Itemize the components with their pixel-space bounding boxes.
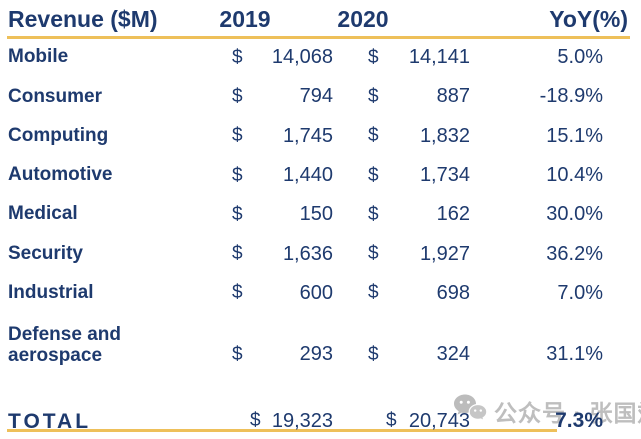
value-2020: 324 [436, 343, 470, 366]
value-2020: 887 [436, 85, 470, 108]
value-2020: 698 [436, 281, 470, 304]
value-yoy: -18.9% [539, 85, 603, 108]
value-2020: 162 [436, 203, 470, 226]
value-2019: 600 [299, 281, 333, 304]
value-yoy: 10.4% [546, 164, 603, 187]
dollar-sign: $ [232, 164, 243, 186]
table-row-consumer: Consumer $ 794 $ 887 -18.9% [0, 77, 641, 116]
table-row-defense-aerospace: Defense and aerospace $ 293 $ 324 31.1% [0, 313, 641, 369]
table-title: Revenue ($M) [8, 6, 158, 32]
watermark: 公众号 · 张国斌 [452, 393, 641, 428]
row-label: Industrial [8, 281, 94, 303]
total-divider-line [7, 429, 557, 432]
value-2020: 1,927 [419, 242, 470, 265]
dollar-sign: $ [232, 85, 243, 107]
watermark-text: 公众号 · 张国斌 [494, 399, 641, 426]
header-divider-line [7, 36, 630, 39]
dollar-sign: $ [232, 282, 243, 304]
dollar-sign: $ [368, 203, 379, 225]
value-2020: 14,141 [408, 46, 470, 69]
dollar-sign: $ [368, 85, 379, 107]
column-header-2019: 2019 [219, 6, 271, 32]
table-row-automotive: Automotive $ 1,440 $ 1,734 10.4% [0, 156, 641, 195]
column-header-yoy: YoY(%) [549, 6, 628, 32]
row-label: Consumer [8, 85, 102, 107]
row-label: Defense and aerospace [8, 324, 121, 367]
dollar-sign: $ [368, 46, 379, 68]
value-2019: 1,636 [282, 242, 333, 265]
value-2019: 150 [299, 203, 333, 226]
dollar-sign: $ [386, 410, 397, 432]
table-row-industrial: Industrial $ 600 $ 698 7.0% [0, 274, 641, 313]
dollar-sign: $ [232, 46, 243, 68]
value-2019: 794 [299, 85, 333, 108]
total-2019: 19,323 [271, 409, 333, 432]
value-2019: 14,068 [271, 46, 333, 69]
dollar-sign: $ [368, 344, 379, 366]
revenue-table: Mobile $ 14,068 $ 14,141 5.0% Consumer $… [0, 38, 641, 435]
value-yoy: 31.1% [546, 343, 603, 366]
table-row-total: TOTAL $ 19,323 $ 20,743 7.3% [0, 407, 641, 435]
total-yoy: 7.3% [555, 409, 603, 433]
value-2019: 293 [299, 343, 333, 366]
row-label: Computing [8, 124, 109, 146]
column-header-2020: 2020 [337, 6, 389, 32]
total-label: TOTAL [8, 409, 92, 433]
dollar-sign: $ [232, 203, 243, 225]
table-row-mobile: Mobile $ 14,068 $ 14,141 5.0% [0, 38, 641, 77]
value-2019: 1,745 [282, 124, 333, 147]
value-yoy: 15.1% [546, 124, 603, 147]
dollar-sign: $ [250, 410, 261, 432]
dollar-sign: $ [368, 164, 379, 186]
value-2020: 1,734 [419, 164, 470, 187]
table-row-medical: Medical $ 150 $ 162 30.0% [0, 195, 641, 234]
dollar-sign: $ [368, 243, 379, 265]
value-yoy: 30.0% [546, 203, 603, 226]
wechat-icon [452, 393, 488, 428]
dollar-sign: $ [232, 344, 243, 366]
value-yoy: 7.0% [557, 281, 603, 304]
dollar-sign: $ [232, 243, 243, 265]
table-row-computing: Computing $ 1,745 $ 1,832 15.1% [0, 117, 641, 156]
dollar-sign: $ [368, 125, 379, 147]
value-yoy: 5.0% [557, 46, 603, 69]
dollar-sign: $ [232, 125, 243, 147]
table-row-security: Security $ 1,636 $ 1,927 36.2% [0, 234, 641, 273]
row-label: Security [8, 242, 83, 264]
row-label: Mobile [8, 46, 69, 68]
row-label: Medical [8, 203, 78, 225]
value-2020: 1,832 [419, 124, 470, 147]
total-2020: 20,743 [408, 409, 470, 432]
row-label: Automotive [8, 164, 113, 186]
value-yoy: 36.2% [546, 242, 603, 265]
dollar-sign: $ [368, 282, 379, 304]
value-2019: 1,440 [282, 164, 333, 187]
